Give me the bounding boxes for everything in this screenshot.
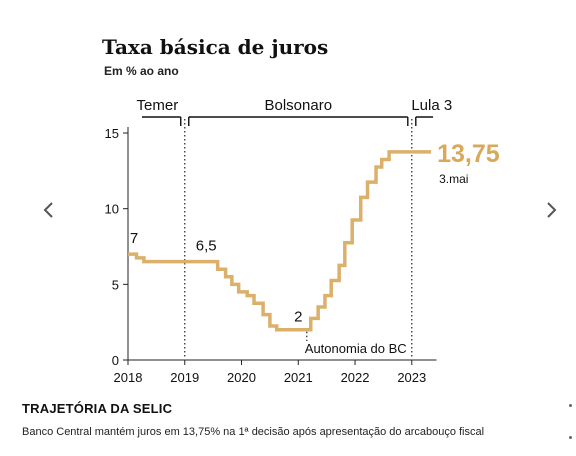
y-tick-label: 10 [105, 202, 119, 217]
annotation-label: 7 [130, 230, 138, 247]
y-tick-label: 15 [105, 126, 119, 141]
y-tick-label: 0 [112, 353, 119, 368]
annotation-label: Autonomia do BC [305, 341, 407, 356]
period-label: Bolsonaro [265, 97, 333, 114]
edge-mark [569, 436, 572, 439]
caption-title: TRAJETÓRIA DA SELIC [22, 401, 173, 416]
chart: Taxa básica de juros Em % ao ano 0 5 10 15 2… [43, 35, 557, 385]
x-tick-label: 2020 [227, 370, 256, 385]
period-bracket [415, 116, 434, 126]
prev-arrow-button[interactable] [43, 202, 53, 218]
last-value-date: 3.mai [439, 172, 468, 186]
x-tick-label: 2019 [170, 370, 199, 385]
edge-mark [569, 404, 572, 407]
period-label: Lula 3 [411, 97, 452, 114]
period-bracket [142, 116, 182, 126]
caption: TRAJETÓRIA DA SELIC Banco Central mantém… [22, 401, 562, 438]
chevron-right-icon [547, 202, 557, 218]
period-label: Temer [137, 97, 179, 114]
selic-rate-line [128, 150, 432, 332]
x-tick-label: 2023 [397, 370, 426, 385]
annotation-label: 2 [294, 309, 302, 326]
y-tick-label: 5 [112, 277, 119, 292]
last-value-label: 13,75 [437, 140, 500, 168]
x-tick-label: 2018 [114, 370, 143, 385]
x-tick-label: 2021 [284, 370, 313, 385]
next-arrow-button[interactable] [547, 202, 557, 218]
caption-text: Banco Central mantém juros em 13,75% na … [22, 426, 485, 438]
chart-title: Taxa básica de juros [102, 35, 328, 59]
chevron-left-icon [43, 202, 53, 218]
annotation-label: 6,5 [196, 238, 217, 255]
chart-svg: Taxa básica de juros Em % ao ano 0 5 10 15 2… [43, 35, 557, 385]
x-tick-label: 2022 [341, 370, 370, 385]
chart-subtitle: Em % ao ano [104, 64, 179, 78]
period-bracket [188, 116, 409, 126]
